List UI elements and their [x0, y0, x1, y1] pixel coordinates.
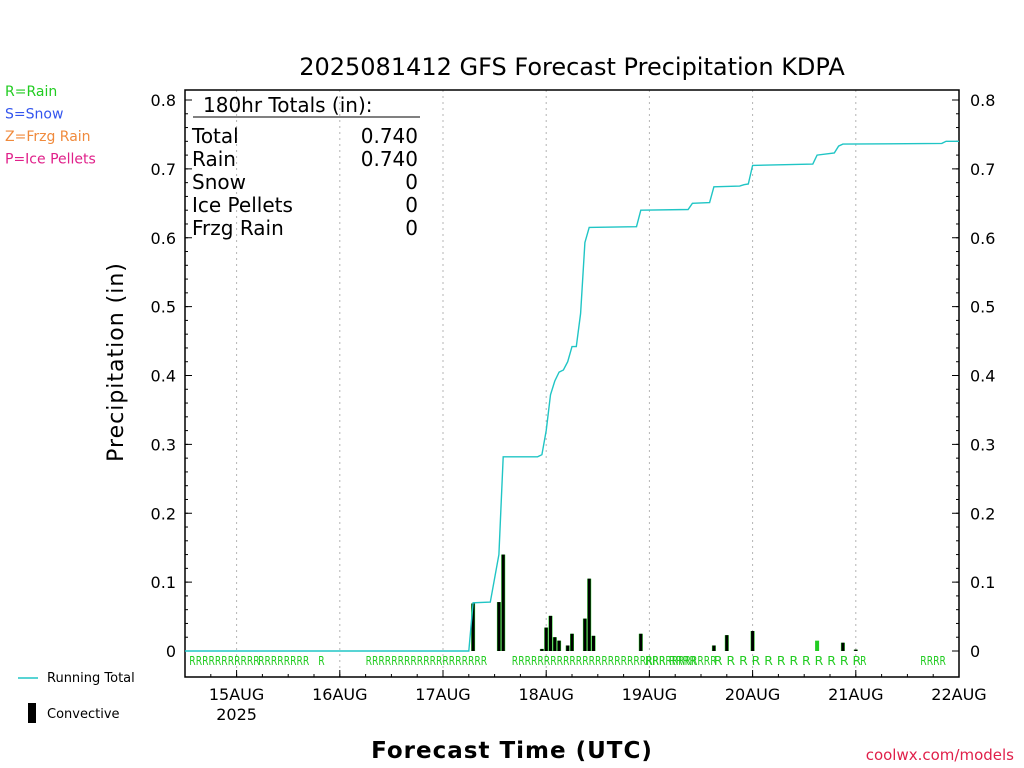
ptype-marker: RRRRRRRR [258, 654, 309, 668]
credit-text: coolwx.com/models [866, 746, 1014, 764]
x-tick-label: 19AUG [622, 685, 677, 704]
ptype-legend-item: R=Rain [5, 84, 57, 100]
ptype-marker: RRR RRRR [645, 654, 696, 668]
precip-bars [471, 554, 858, 651]
y-tick-label-right: 0.2 [970, 504, 995, 523]
x-tick-label: 17AUG [415, 685, 470, 704]
y-tick-label-right: 0.1 [970, 573, 995, 592]
ptype-legend-item: P=Ice Pellets [5, 152, 96, 168]
ptype-marker: R R R R R R R R R R R R [714, 654, 861, 668]
x-tick-label: 15AUG [209, 685, 264, 704]
precip-bar-convective [553, 637, 557, 651]
y-tick-label-right: 0.7 [970, 160, 995, 179]
y-tick-label: 0.2 [151, 504, 176, 523]
running-total-line [185, 140, 959, 652]
ptype-marker: R [318, 654, 324, 668]
precip-bar-convective [544, 627, 548, 651]
ptype-marker: RRRR [920, 654, 946, 668]
precip-type-legend: R=Rain S=Snow Z=Frzg Rain P=Ice Pellets [5, 84, 96, 168]
precip-bar-convective [497, 602, 501, 651]
y-tick-label-right: 0.4 [970, 367, 995, 386]
totals-row-label: Frzg Rain [192, 216, 284, 240]
precip-bar-total [815, 640, 820, 651]
totals-row-value: 0.740 [361, 124, 418, 148]
vertical-gridlines [236, 90, 857, 677]
x-tick-sublabel: 2025 [216, 705, 257, 724]
ptype-marker: RRRRRRRRRRRRRRRRRRR [366, 654, 488, 668]
y-tick-label: 0.8 [151, 91, 176, 110]
y-axis-label: Precipitation (in) [104, 262, 129, 462]
x-tick-label: 21AUG [828, 685, 883, 704]
ptype-marker: R [860, 654, 866, 668]
precip-type-markers: RRRRRRRRRRRRRRRRRRR R RRRRRRRRRRRRRRRRRRR R… [189, 654, 946, 668]
ptype-marker: RRRRRRRRRRR [189, 654, 259, 668]
ptype-legend-item: Z=Frzg Rain [5, 129, 91, 145]
precip-bar-convective [583, 618, 587, 651]
precip-bar-convective [587, 578, 591, 651]
y-axis-ticks: 0 00.1 0.10.2 0.20.3 0.30.4 0.40.5 0.50.6 0.60.… [151, 91, 996, 661]
precip-bar-convective [639, 633, 643, 651]
series-legend: Running Total Convective [18, 671, 135, 723]
x-axis-label: Forecast Time (UTC) [371, 738, 653, 764]
precip-bar-convective [549, 615, 552, 651]
convective-legend-swatch [28, 703, 36, 723]
running-total-legend-label: Running Total [47, 671, 135, 686]
totals-row-label: Snow [192, 170, 246, 194]
y-tick-label: 0.3 [151, 435, 176, 454]
precip-bar-convective [841, 642, 845, 651]
totals-row-label: Total [191, 124, 239, 148]
precip-bar-convective [540, 648, 544, 651]
y-tick-label: 0.1 [151, 573, 176, 592]
y-tick-label: 0 [166, 642, 176, 661]
precip-bar-convective [501, 554, 505, 651]
y-tick-label: 0.7 [151, 160, 176, 179]
totals-row-label: Ice Pellets [192, 193, 293, 217]
precip-bar-convective [725, 635, 729, 651]
y-tick-label-right: 0.5 [970, 298, 995, 317]
totals-row-value: 0 [405, 170, 418, 194]
convective-legend-label: Convective [47, 707, 120, 722]
totals-row-value: 0 [405, 216, 418, 240]
y-tick-label: 0.4 [151, 367, 176, 386]
x-tick-label: 18AUG [518, 685, 573, 704]
y-tick-label: 0.5 [151, 298, 176, 317]
totals-row-value: 0 [405, 193, 418, 217]
x-tick-label: 20AUG [725, 685, 780, 704]
precip-bar-convective [566, 645, 570, 651]
y-tick-label-right: 0 [970, 642, 980, 661]
totals-row-value: 0.740 [361, 147, 418, 171]
precip-bar-convective [751, 631, 755, 651]
x-tick-label: 22AUG [931, 685, 986, 704]
precip-bar-convective [712, 645, 716, 651]
ptype-legend-item: S=Snow [5, 107, 63, 123]
y-tick-label-right: 0.8 [970, 91, 995, 110]
y-tick-label-right: 0.3 [970, 435, 995, 454]
chart-title: 2025081412 GFS Forecast Precipitation KD… [299, 53, 845, 81]
totals-heading: 180hr Totals (in): [203, 93, 373, 117]
x-tick-label: 16AUG [312, 685, 367, 704]
precip-bar-convective [854, 649, 858, 651]
y-tick-label-right: 0.6 [970, 229, 995, 248]
precip-bar-convective [557, 640, 561, 651]
plot-frame [184, 89, 960, 678]
precip-bar-convective [471, 603, 475, 651]
totals-row-label: Rain [192, 147, 236, 171]
ptype-marker: RRRRRRRRRRRRRRRRRRRRRRRRRRRRRRRR [512, 654, 717, 668]
precip-bar-convective [592, 635, 595, 651]
totals-rows: Total 0.740 Rain 0.740 Snow 0 Ice Pellets 0 Frzg… [191, 124, 418, 240]
totals-box: 180hr Totals (in): Total 0.740 Rain 0.740 Sn… [191, 93, 420, 240]
precip-bar-convective [570, 633, 574, 651]
y-tick-label: 0.6 [151, 229, 176, 248]
